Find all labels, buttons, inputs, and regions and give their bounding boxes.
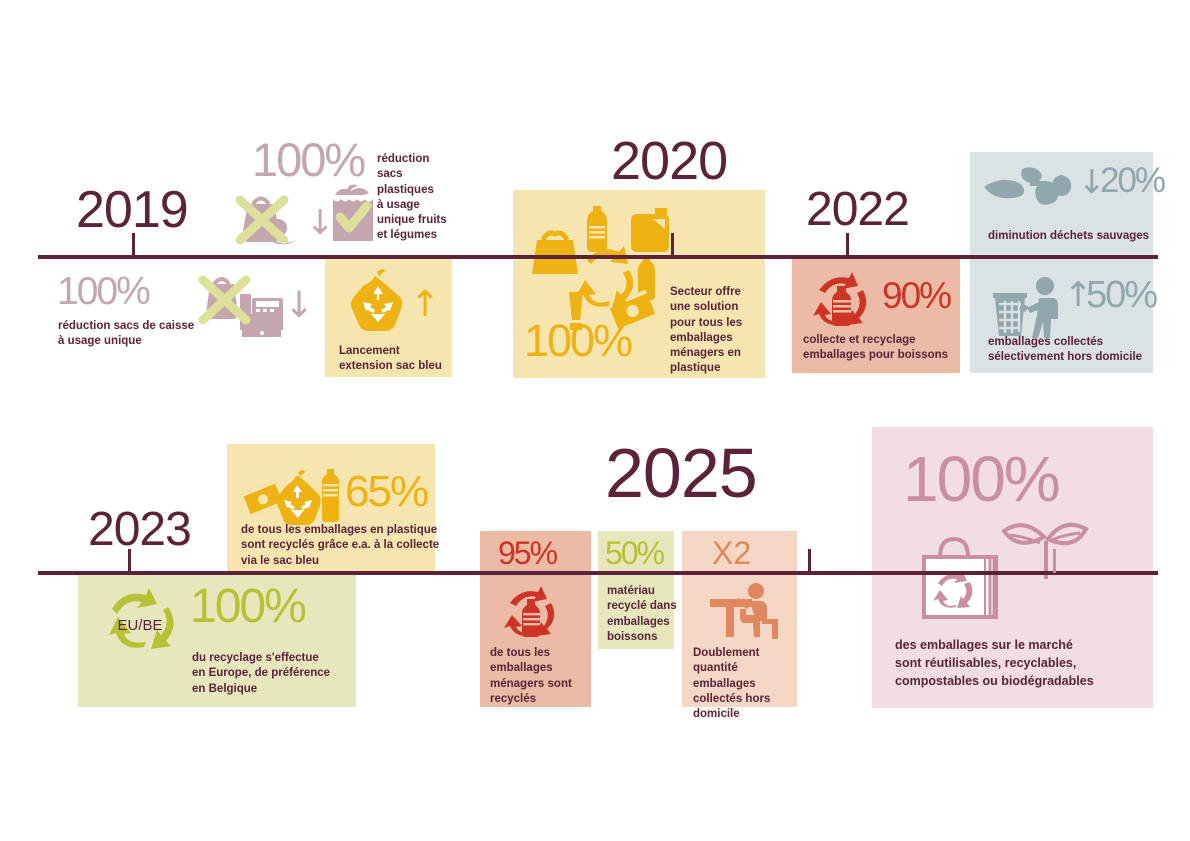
timeline-tick-2025 [808, 549, 811, 573]
paper-bag-check-icon [327, 181, 379, 246]
timeline-tick-2022 [846, 233, 849, 257]
caption-doublement: Doublement quantité emballages collectés… [693, 647, 771, 721]
caption-2020-solution: Secteur offre une solution pour tous les… [670, 286, 743, 375]
card-dechets-sauvages [970, 152, 1153, 256]
person-at-table-icon [706, 583, 780, 641]
year-label-2019: 2019 [76, 181, 189, 239]
value-reduction-sacs-caisse: 100% [57, 270, 151, 313]
circular-arrows-icon: EU/BE [94, 583, 190, 665]
caption-reduction-sacs-caisse: réduction sacs de caisse à usage unique [58, 320, 195, 348]
down-arrow-icon-caisse: ↓ [284, 285, 315, 326]
plastic-bag-crossed-icon [234, 190, 300, 246]
shopping-bag-recycle-icon [918, 527, 1014, 627]
timeline-tick-2023 [128, 549, 131, 573]
year-label-2023: 2023 [88, 503, 192, 556]
year-label-2022: 2022 [806, 183, 910, 236]
value-50-pourcent-materiau: 50% [605, 535, 665, 571]
caption-65-pourcent: de tous les emballages en plastique sont… [241, 524, 440, 567]
person-bin-icon [989, 276, 1065, 338]
year-label-2020: 2020 [611, 131, 728, 191]
value-dechets-sauvages: 20% [1100, 161, 1166, 200]
eu-be-badge-text: EU/BE [117, 617, 162, 634]
caption-dechets-sauvages: diminution déchets sauvages [988, 230, 1150, 242]
bottle-recycling-loop-icon-2022 [805, 270, 877, 332]
caption-reduction-sacs-fruits: réduction sacs plastiques à usage unique… [377, 153, 447, 242]
value-doublement: X2 [712, 535, 752, 571]
value-95-pourcent: 95% [498, 535, 558, 571]
timeline-tick-2019 [132, 233, 135, 257]
down-arrow-icon-fruits: ↓ [306, 203, 335, 243]
down-arrow-icon-dechets: ↓ [1078, 162, 1106, 201]
value-collecte-boissons: 90% [882, 275, 952, 316]
value-reduction-sacs-fruits: 100% [252, 133, 366, 186]
timeline-line-bottom [38, 571, 1158, 575]
timeline-tick-2020 [671, 233, 674, 257]
cash-register-icon [196, 272, 306, 344]
value-recyclage-europe: 100% [190, 580, 307, 633]
value-hors-domicile: 50% [1086, 274, 1158, 316]
caption-collecte-boissons: collecte et recyclage emballages pour bo… [803, 334, 949, 362]
year-label-2025: 2025 [605, 434, 758, 512]
caption-hors-domicile: emballages collectés sélectivement hors … [988, 336, 1143, 364]
caption-emballages-reutilisables: des emballages sur le marché sont réutil… [895, 638, 1094, 689]
caption-recyclage-europe: du recyclage s'effectue en Europe, de pr… [192, 652, 331, 695]
up-arrow-icon-sac-bleu: ↑ [410, 284, 441, 325]
card-50-pourcent-materiau [598, 531, 674, 649]
caption-95-pourcent: de tous les emballages ménagers sont rec… [490, 647, 572, 705]
caption-lancement-sac-bleu: Lancement extension sac bleu [339, 345, 442, 373]
card-emballages-reutilisables [872, 427, 1153, 708]
value-65-pourcent: 65% [345, 467, 429, 516]
caption-50-pourcent-materiau: matériau recyclé dans emballages boisson… [607, 585, 677, 643]
recycling-bag-icon [347, 268, 409, 338]
litter-icon [982, 165, 1078, 207]
timeline-line-top [38, 255, 1158, 259]
value-2020-solution: 100% [524, 315, 633, 366]
up-arrow-icon-hors-domicile: ↑ [1064, 275, 1093, 315]
value-emballages-reutilisables: 100% [903, 443, 1061, 515]
timeline-tick-2025-end [1053, 549, 1056, 573]
bottle-recycling-loop-icon-2025 [497, 583, 565, 643]
recycling-loop-packaging-icon [525, 200, 695, 340]
packaging-mix-icon [242, 467, 346, 529]
